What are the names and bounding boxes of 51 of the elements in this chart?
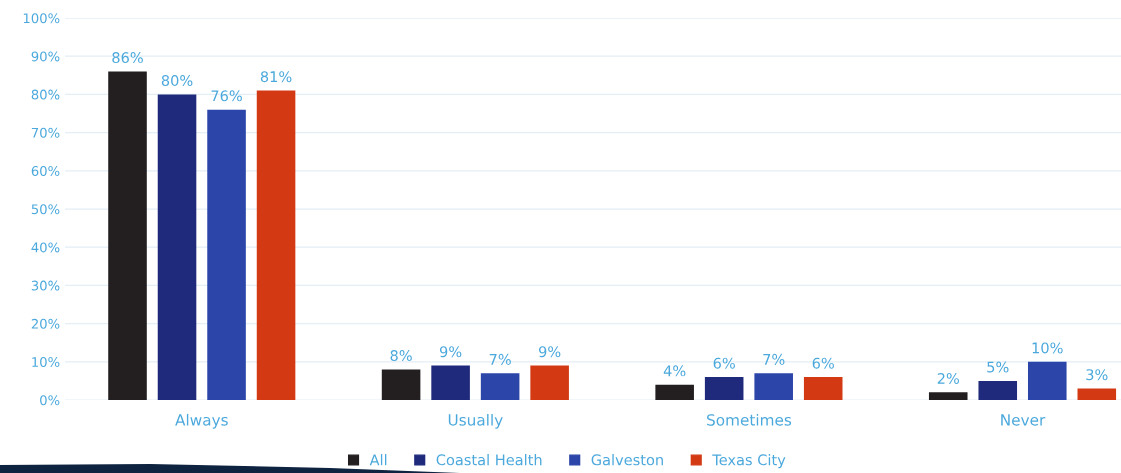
y-tick-label: 70%: [31, 127, 60, 138]
y-tick-label: 90%: [31, 51, 60, 62]
y-tick-label: 30%: [31, 280, 60, 291]
data-label: 76%: [211, 90, 242, 102]
bar: [256, 90, 296, 400]
bar: [928, 392, 968, 400]
x-tick-label: Sometimes: [707, 413, 792, 426]
bar: [978, 380, 1018, 400]
data-label: 7%: [489, 353, 511, 365]
bar: [480, 373, 520, 400]
bar: [431, 365, 470, 400]
bar: [530, 365, 569, 400]
data-label: 9%: [439, 346, 462, 358]
y-tick-label: 60%: [31, 166, 60, 176]
y-tick-label: 20%: [31, 318, 60, 329]
data-label: 2%: [937, 372, 959, 384]
bar: [108, 71, 147, 400]
y-tick-label: 0%: [40, 395, 60, 406]
x-tick-label: Always: [175, 413, 228, 429]
y-tick-label: 50%: [31, 204, 60, 215]
bar: [1077, 388, 1117, 400]
data-label: 81%: [260, 71, 292, 83]
bar: [754, 373, 793, 400]
bar: [207, 109, 246, 400]
bar: [704, 377, 744, 400]
y-tick-label: 10%: [32, 357, 60, 367]
bar: [1027, 361, 1067, 400]
data-label: 6%: [812, 357, 834, 369]
data-label: 3%: [1086, 369, 1108, 381]
data-label: 86%: [112, 52, 143, 64]
data-label: 7%: [763, 353, 785, 365]
x-tick-label: Never: [1001, 414, 1046, 426]
y-tick-label: 80%: [31, 89, 60, 100]
data-label: 4%: [663, 365, 686, 377]
legend-label: Texas City: [712, 454, 786, 469]
bar: [157, 94, 197, 400]
data-label: 6%: [713, 357, 735, 369]
bar: [803, 377, 843, 400]
data-label: 10%: [1032, 342, 1063, 354]
x-tick-label: Usually: [448, 413, 503, 429]
y-tick-label: 40%: [31, 242, 60, 253]
y-tick-label: 100%: [23, 13, 60, 24]
data-label: 80%: [161, 74, 193, 87]
legend-label: Galveston: [591, 454, 663, 466]
data-label: 8%: [390, 350, 412, 362]
data-label: 5%: [987, 361, 1009, 373]
legend-label: Coastal Health: [436, 454, 542, 466]
bar: [655, 384, 694, 400]
data-label: 9%: [538, 346, 561, 358]
bar: [381, 369, 421, 400]
legend-label: All: [369, 454, 387, 466]
